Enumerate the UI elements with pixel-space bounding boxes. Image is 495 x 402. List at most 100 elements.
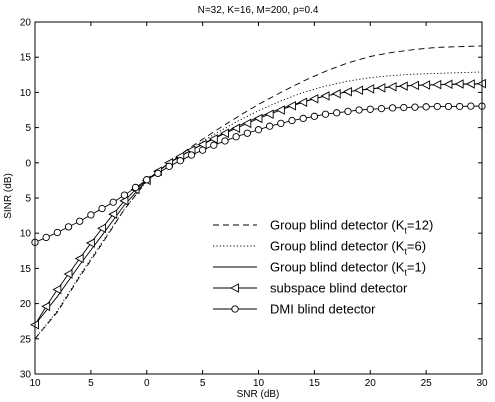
plot-frame [34,21,483,375]
legend-entry: Group blind detector (Kt=6) [213,239,426,257]
legend-label: DMI blind detector [270,302,376,317]
legend-label-subscript: t [404,247,407,257]
data-point [455,102,464,111]
x-tick-label: 5 [88,378,94,389]
legend-entry: Group blind detector (Kt=12) [213,218,433,236]
data-point [109,198,117,206]
data-point [288,116,296,125]
data-point [320,91,330,101]
series-4 [30,78,486,330]
x-tick-label: 5 [200,378,206,389]
chart-title: N=32, K=16, M=200, ρ=0.4 [198,5,319,16]
data-point [454,79,464,89]
data-point [443,79,453,90]
legend-entry: subspace blind detector [213,281,408,296]
legend-entry: Group blind detector (Kt=1) [213,260,426,278]
data-point [366,105,374,113]
series-2 [34,71,483,340]
data-point [165,162,173,170]
data-point [444,102,453,111]
legend-label: Group blind detector (Kt=1) [270,260,426,278]
data-point [342,86,352,97]
data-point [421,80,431,90]
y-tick-label: 20 [20,18,32,29]
data-point [333,109,341,117]
data-point [355,106,363,114]
data-point [365,84,375,94]
data-point [354,85,364,96]
data-point [331,89,341,99]
data-point [400,103,408,112]
legend-label-main: Group blind detector (K [270,260,405,275]
legend-marker [231,305,239,313]
legend-marker [230,283,239,293]
y-tick-label: 0 [25,158,31,169]
data-point [277,119,285,128]
data-point [409,80,419,91]
data-point [253,113,263,124]
data-point [108,209,118,219]
data-point [387,82,397,92]
legend-label: subspace blind detector [270,281,408,296]
data-point [467,102,475,110]
x-tick-label: 0 [144,378,150,389]
data-point [232,133,240,141]
legend: Group blind detector (Kt=12)Group blind … [213,218,433,317]
data-point [176,157,184,165]
y-tick-label: 20 [20,299,32,310]
legend-label-tail: =12) [407,218,433,233]
legend-label: Group blind detector (Kt=6) [270,239,426,257]
legend-label-main: Group blind detector (K [270,239,405,254]
data-point [64,223,73,231]
legend-label-main: DMI blind detector [270,302,376,317]
data-point [210,141,218,149]
x-tick-label: 10 [253,378,265,389]
legend-label-subscript: t [404,268,407,278]
x-tick-label: 30 [476,378,488,389]
data-point [377,104,386,113]
data-point [422,103,430,111]
data-point [398,81,408,91]
data-point [298,97,308,108]
data-point [388,104,397,112]
x-tick-label: 20 [365,378,377,389]
data-point [74,253,84,264]
data-point [98,204,106,213]
legend-label-main: subspace blind detector [270,281,408,296]
data-point [309,93,319,104]
data-point [465,79,475,89]
legend-label-main: Group blind detector (K [270,218,405,233]
data-point [85,238,95,248]
data-point [76,217,84,225]
data-point [310,112,319,120]
data-point [376,83,386,93]
data-point [221,137,229,145]
series-5 [31,102,486,247]
data-point [120,191,129,199]
data-point [97,223,107,234]
data-point [231,123,241,134]
data-point [53,228,61,237]
legend-label: Group blind detector (Kt=12) [270,218,433,236]
y-tick-label: 25 [20,334,32,345]
y-tick-label: 10 [20,88,32,99]
y-axis-label: SINR (dB) [3,173,14,219]
legend-entry: DMI blind detector [213,302,376,317]
data-point [275,105,285,115]
data-point [187,151,196,159]
data-point [254,126,263,134]
series-line-2 [34,71,483,340]
data-point [287,101,296,111]
data-point [266,122,274,130]
y-tick-label: 15 [20,264,32,275]
x-tick-label: 25 [421,378,433,389]
data-point [154,169,162,178]
data-point [432,79,442,90]
data-point [52,284,62,295]
data-point [242,118,252,129]
data-point [220,128,229,138]
y-tick-label: 5 [25,194,31,205]
data-point [42,233,50,242]
